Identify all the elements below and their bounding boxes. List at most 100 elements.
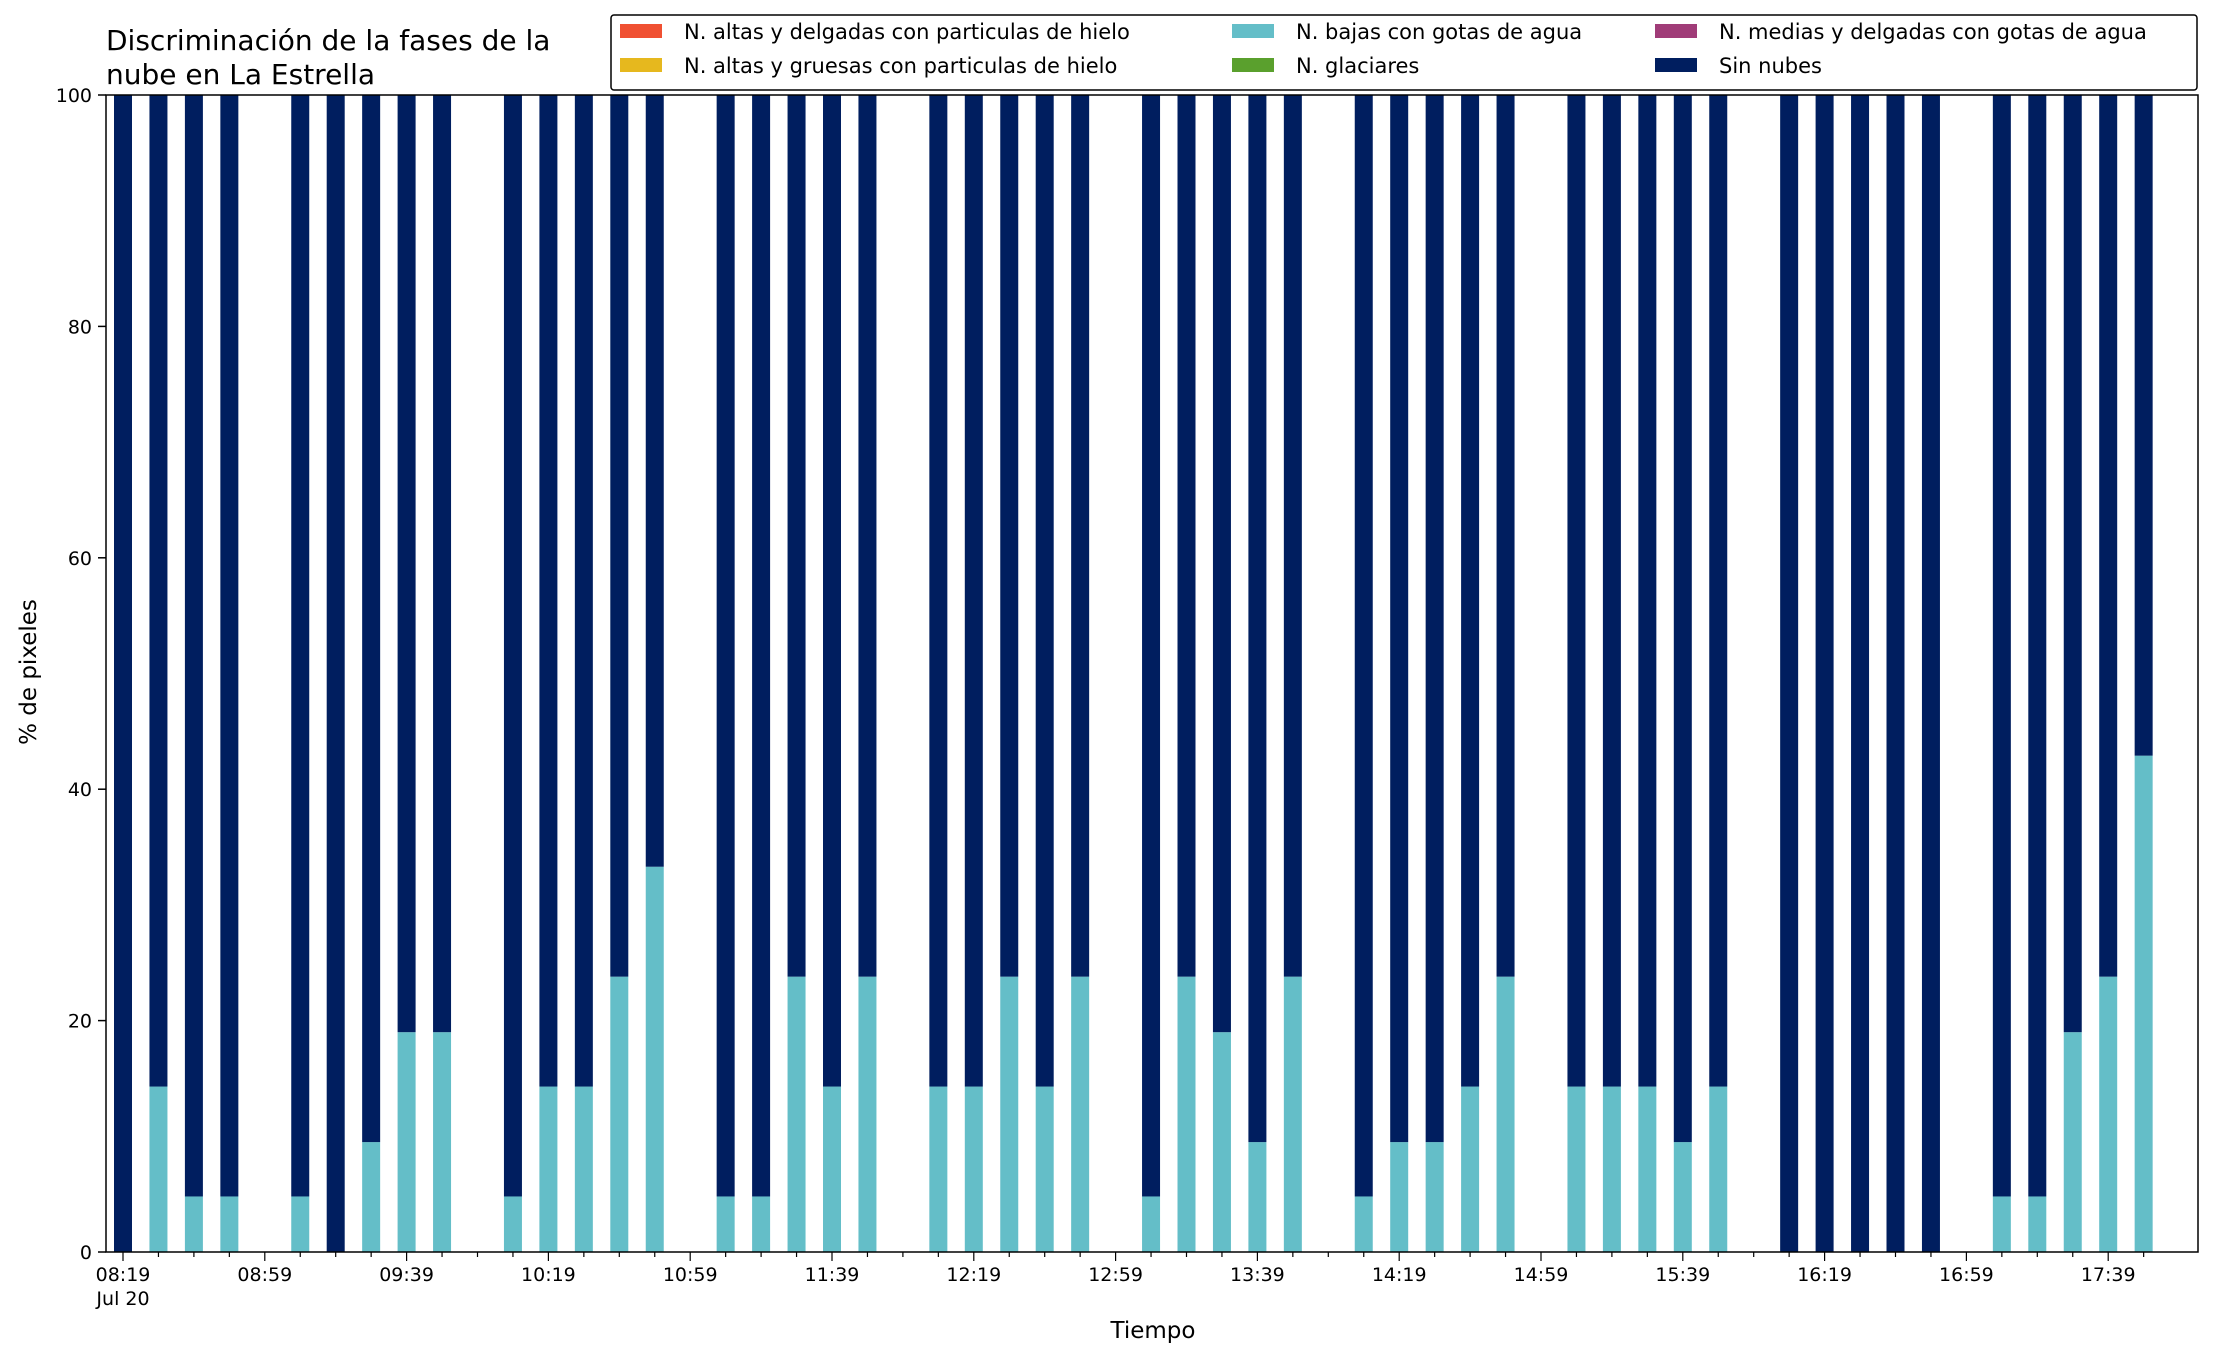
bar-segment-n-bajas-23: [929, 1086, 948, 1252]
bar-segment-sin-nubes-33: [1283, 95, 1302, 977]
bar-segment-sin-nubes-25: [1000, 95, 1019, 977]
bar-segment-sin-nubes-36: [1390, 95, 1409, 1143]
bar-segment-sin-nubes-30: [1177, 95, 1196, 977]
bar-segment-n-bajas-43: [1638, 1086, 1657, 1252]
x-axis: 08:19 08:59 09:39 10:19 10:59 11:39 12:19 12:59…: [95, 1252, 2145, 1310]
bar-segment-sin-nubes-13: [574, 95, 593, 1087]
bar-segment-sin-nubes-44: [1673, 95, 1692, 1143]
bar-segment-n-bajas-55: [2063, 1032, 2082, 1252]
bar-segment-sin-nubes-48: [1815, 95, 1834, 1252]
bar-segment-n-bajas-32: [1248, 1142, 1267, 1252]
y-axis-label: % de pixeles: [16, 599, 42, 745]
legend-label: N. glaciares: [1296, 54, 1419, 78]
bar-segment-n-bajas-35: [1354, 1196, 1373, 1252]
bar-segment-sin-nubes-19: [787, 95, 806, 977]
bar-segment-sin-nubes-49: [1851, 95, 1870, 1252]
bar-segment-sin-nubes-51: [1921, 95, 1940, 1252]
bar-segment-n-bajas-56: [2099, 976, 2118, 1252]
bar-segment-n-bajas-53: [1992, 1196, 2011, 1252]
bar-segment-sin-nubes-21: [858, 95, 877, 977]
x-tick-label: 12:59: [1088, 1264, 1143, 1286]
bar-segment-sin-nubes-29: [1142, 95, 1161, 1197]
y-tick-label: 40: [68, 779, 92, 801]
y-tick-label: 60: [68, 548, 92, 570]
bar-segment-sin-nubes-38: [1461, 95, 1480, 1087]
legend-swatch: [620, 24, 662, 38]
legend: N. altas y delgadas con particulas de hi…: [610, 14, 2198, 91]
bar-segment-sin-nubes-17: [716, 95, 735, 1197]
bar-segment-sin-nubes-39: [1496, 95, 1515, 977]
bar-segment-sin-nubes-43: [1638, 95, 1657, 1087]
legend-label: Sin nubes: [1719, 54, 1822, 78]
bar-segment-sin-nubes-57: [2134, 95, 2153, 756]
y-axis: 0 20 40 60 80 100: [56, 85, 106, 1264]
bar-segment-n-bajas-11: [503, 1196, 522, 1252]
bar-segment-n-bajas-24: [964, 1086, 983, 1252]
bar-segment-sin-nubes-9: [433, 95, 452, 1033]
x-tick-label: 09:39: [379, 1264, 434, 1286]
bar-segment-n-bajas-39: [1496, 976, 1515, 1252]
legend-swatch: [1655, 24, 1697, 38]
bar-segment-n-bajas-30: [1177, 976, 1196, 1252]
bar-segment-n-bajas-13: [574, 1086, 593, 1252]
bar-segment-sin-nubes-15: [645, 95, 664, 867]
legend-items: N. altas y delgadas con particulas de hi…: [620, 20, 2147, 78]
bar-segment-n-bajas-15: [645, 866, 664, 1252]
y-tick-label: 100: [56, 85, 92, 107]
bar-segment-sin-nubes-2: [184, 95, 203, 1197]
bar-segment-n-bajas-44: [1673, 1142, 1692, 1252]
bar-segment-sin-nubes-41: [1567, 95, 1586, 1087]
x-tick-label: 14:59: [1514, 1264, 1569, 1286]
bar-segment-n-bajas-17: [716, 1196, 735, 1252]
x-tick-label: 11:39: [805, 1264, 860, 1286]
legend-label: N. altas y gruesas con particulas de hie…: [684, 54, 1117, 78]
x-tick-label: 16:59: [1939, 1264, 1994, 1286]
x-tick-label: 10:19: [521, 1264, 576, 1286]
bar-segment-sin-nubes-53: [1992, 95, 2011, 1197]
bar-segment-sin-nubes-14: [610, 95, 629, 977]
bar-segment-n-bajas-14: [610, 976, 629, 1252]
bar-segment-n-bajas-8: [397, 1032, 416, 1252]
bar-segment-n-bajas-12: [539, 1086, 558, 1252]
bar-segment-n-bajas-27: [1071, 976, 1090, 1252]
chart-title-line-1: Discriminación de la fases de la: [106, 24, 550, 57]
bar-segment-n-bajas-57: [2134, 755, 2153, 1252]
legend-label: N. bajas con gotas de agua: [1296, 20, 1582, 44]
bar-segment-n-bajas-1: [149, 1086, 168, 1252]
bar-segment-sin-nubes-24: [964, 95, 983, 1087]
chart-title-line-2: nube en La Estrella: [106, 58, 375, 91]
bar-segment-sin-nubes-45: [1709, 95, 1728, 1087]
bar-segment-sin-nubes-32: [1248, 95, 1267, 1143]
legend-swatch: [1232, 58, 1274, 72]
plot-frame: [105, 94, 2199, 1253]
bar-segment-sin-nubes-42: [1602, 95, 1621, 1087]
x-axis-label: Tiempo: [1110, 1318, 1196, 1344]
bar-segment-sin-nubes-27: [1071, 95, 1090, 977]
legend-frame: [610, 14, 2198, 91]
bar-segment-sin-nubes-54: [2028, 95, 2047, 1197]
legend-swatch: [1655, 58, 1697, 72]
bar-segment-n-bajas-7: [362, 1142, 381, 1252]
bar-segment-sin-nubes-23: [929, 95, 948, 1087]
bar-segment-sin-nubes-0: [114, 95, 132, 1252]
y-tick-label: 0: [80, 1242, 92, 1264]
bar-segment-sin-nubes-37: [1425, 95, 1444, 1143]
bar-segment-n-bajas-3: [220, 1196, 239, 1252]
x-tick-label: 16:19: [1797, 1264, 1852, 1286]
bar-segment-sin-nubes-55: [2063, 95, 2082, 1033]
x-tick-label: 13:39: [1230, 1264, 1285, 1286]
bar-segment-n-bajas-36: [1390, 1142, 1409, 1252]
bar-segment-sin-nubes-20: [823, 95, 841, 1087]
legend-label: N. altas y delgadas con particulas de hi…: [684, 20, 1130, 44]
bar-segment-sin-nubes-3: [220, 95, 239, 1197]
bar-segment-n-bajas-41: [1567, 1086, 1586, 1252]
bar-segment-n-bajas-20: [823, 1086, 841, 1252]
x-tick-label: 10:59: [663, 1264, 718, 1286]
bar-segment-sin-nubes-50: [1886, 95, 1905, 1252]
x-tick-label: 17:39: [2081, 1264, 2136, 1286]
bar-segment-sin-nubes-56: [2099, 95, 2118, 977]
x-tick-label: 08:59: [237, 1264, 292, 1286]
x-tick-label: 08:19: [96, 1264, 151, 1286]
bar-segment-n-bajas-45: [1709, 1086, 1728, 1252]
